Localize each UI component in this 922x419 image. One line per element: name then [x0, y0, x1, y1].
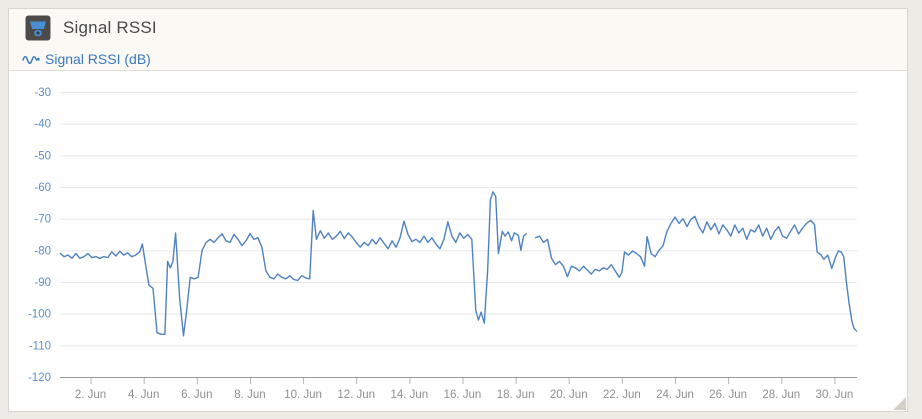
svg-text:-90: -90 — [34, 277, 51, 289]
svg-text:-80: -80 — [34, 245, 51, 257]
svg-text:4. Jun: 4. Jun — [128, 389, 159, 401]
widget-header: Signal RSSI Signal RSSI (dB) — [9, 9, 907, 71]
svg-text:-70: -70 — [34, 214, 51, 226]
svg-text:-120: -120 — [28, 372, 51, 384]
legend-label: Signal RSSI (dB) — [45, 51, 151, 67]
svg-text:12. Jun: 12. Jun — [337, 389, 375, 401]
svg-text:30. Jun: 30. Jun — [816, 389, 854, 401]
svg-text:8. Jun: 8. Jun — [234, 389, 265, 401]
svg-text:-40: -40 — [34, 119, 51, 131]
svg-text:6. Jun: 6. Jun — [181, 389, 212, 401]
svg-text:-60: -60 — [34, 182, 51, 194]
rssi-line-chart[interactable]: -30 -40 -50 -60 -70 -80 -90 -100 -110 -120 2. Jun 4… — [9, 71, 907, 411]
svg-text:20. Jun: 20. Jun — [550, 389, 588, 401]
signal-rssi-widget: Signal RSSI Signal RSSI (dB) -30 -40 -50 -6… — [8, 8, 908, 412]
svg-text:14. Jun: 14. Jun — [390, 389, 428, 401]
chart-area[interactable]: -30 -40 -50 -60 -70 -80 -90 -100 -110 -120 2. Jun 4… — [9, 71, 907, 411]
svg-text:-100: -100 — [28, 309, 51, 321]
line-series-icon — [22, 52, 40, 66]
widget-title-row: Signal RSSI — [25, 15, 157, 41]
svg-text:-110: -110 — [29, 340, 51, 352]
device-icon — [25, 15, 51, 41]
svg-text:-30: -30 — [34, 87, 51, 99]
svg-text:18. Jun: 18. Jun — [497, 389, 535, 401]
legend-item-signal-rssi[interactable]: Signal RSSI (dB) — [22, 51, 151, 67]
svg-text:22. Jun: 22. Jun — [603, 389, 641, 401]
svg-text:-50: -50 — [34, 150, 51, 162]
widget-title: Signal RSSI — [63, 18, 157, 37]
resize-handle[interactable] — [893, 397, 906, 410]
svg-text:26. Jun: 26. Jun — [709, 389, 747, 401]
svg-text:28. Jun: 28. Jun — [762, 389, 800, 401]
svg-text:10. Jun: 10. Jun — [284, 389, 322, 401]
svg-text:16. Jun: 16. Jun — [444, 389, 482, 401]
svg-text:2. Jun: 2. Jun — [75, 389, 106, 401]
svg-text:24. Jun: 24. Jun — [656, 389, 694, 401]
